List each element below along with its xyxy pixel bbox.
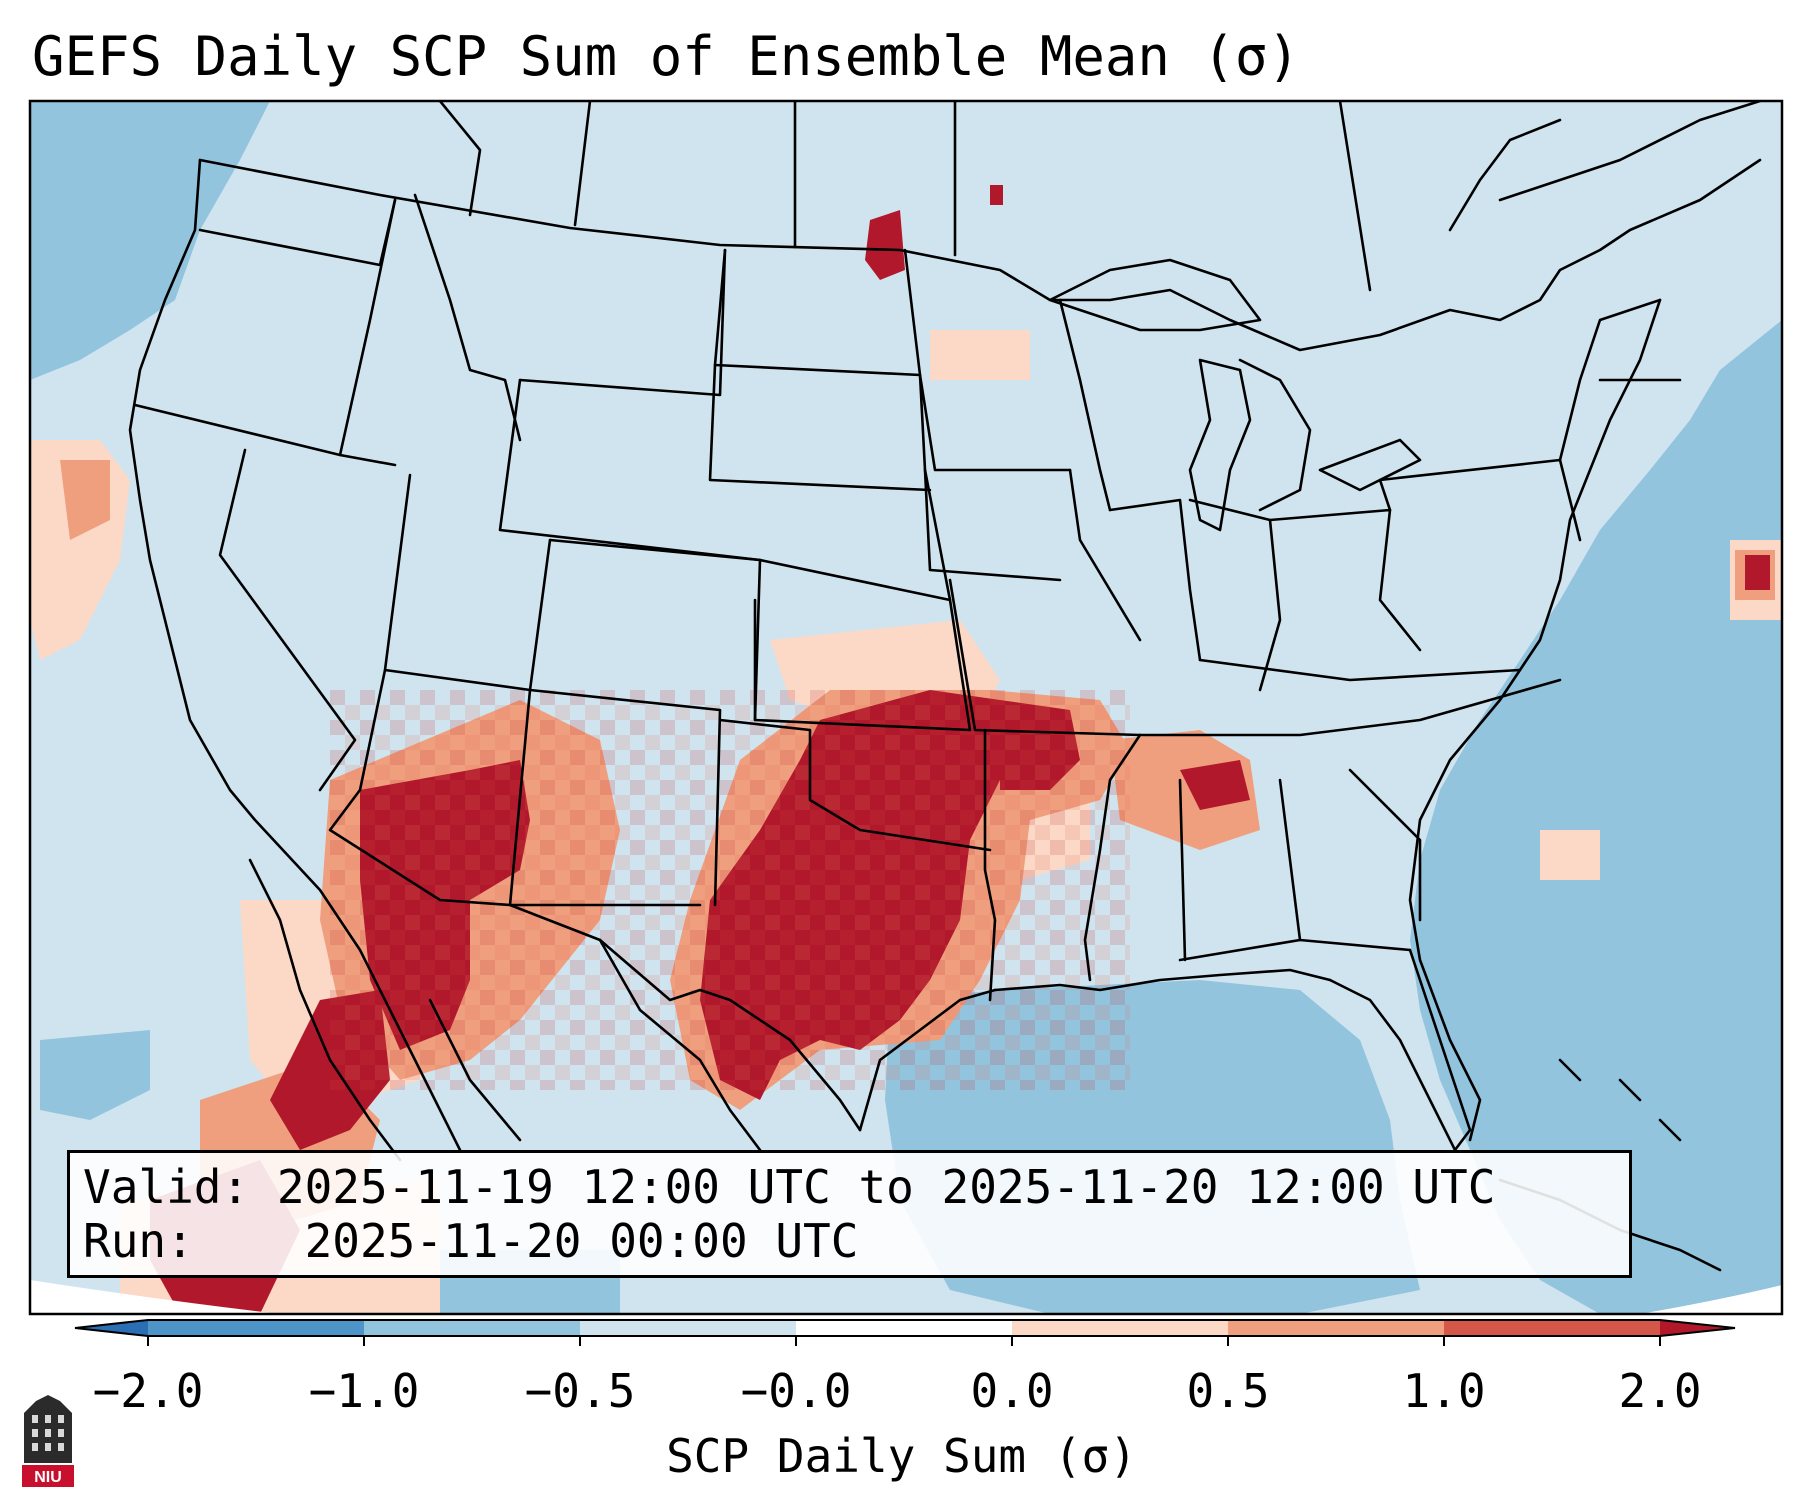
map-plot-area xyxy=(30,101,1782,1314)
pacific-nw-negative xyxy=(30,101,270,380)
colorbar-tick-label: −0.0 xyxy=(740,1364,852,1418)
texas-coast xyxy=(858,988,997,1132)
colorbar-tick-label: 0.5 xyxy=(1186,1364,1270,1418)
pacific-nw-coast-moderate xyxy=(60,460,110,540)
run-line: Run: 2025-11-20 00:00 UTC xyxy=(83,1215,858,1267)
plot-frame xyxy=(28,99,1784,1316)
valid-value: 2025-11-19 12:00 UTC to 2025-11-20 12:00… xyxy=(276,1160,1496,1214)
projection-corner-left xyxy=(30,1280,280,1314)
mid-south-moderate xyxy=(1110,730,1260,850)
atlantic-offshore-max xyxy=(1745,555,1770,590)
tennessee-max xyxy=(1180,760,1250,810)
colorbar-tick-label: 2.0 xyxy=(1618,1364,1702,1418)
colorbar-tick-marks xyxy=(147,1336,1661,1346)
colorbar-extend-high xyxy=(1660,1320,1735,1336)
run-value: 2025-11-20 00:00 UTC xyxy=(304,1214,859,1268)
svg-text:NIU: NIU xyxy=(34,1469,62,1486)
run-label: Run: xyxy=(83,1214,194,1268)
lower-michigan xyxy=(1238,358,1312,512)
colorbar-tick-label: 0.0 xyxy=(970,1364,1054,1418)
plot-title: GEFS Daily SCP Sum of Ensemble Mean (σ) xyxy=(32,25,1300,88)
lake-superior xyxy=(1048,258,1262,332)
colorbar-seg-6 xyxy=(1228,1320,1444,1336)
colorbar-tick-label: −2.0 xyxy=(92,1364,204,1418)
colorbar-label: SCP Daily Sum (σ) xyxy=(666,1429,1137,1483)
colorbar xyxy=(74,1319,1736,1346)
colorbar-tick-label: −1.0 xyxy=(308,1364,420,1418)
valid-label: Valid: xyxy=(83,1160,250,1214)
colorbar-seg-5 xyxy=(1012,1320,1228,1336)
colorbar-extend-low xyxy=(75,1320,148,1336)
projection-corner-right xyxy=(1640,1285,1782,1314)
niu-logo: NIU xyxy=(22,1395,74,1487)
pacific-sw-negative xyxy=(40,1030,150,1120)
colorbar-tick-label: −0.5 xyxy=(524,1364,636,1418)
dakotas-weak xyxy=(930,330,1030,380)
colorbar-seg-2 xyxy=(364,1320,580,1336)
colorbar-seg-7 xyxy=(1444,1320,1660,1336)
bahamas xyxy=(1558,1058,1682,1142)
colorbar-seg-3 xyxy=(580,1320,796,1336)
positive-speckle-overlay xyxy=(330,690,1130,1090)
rio-grande xyxy=(508,903,862,1132)
lake-michigan xyxy=(1188,358,1252,532)
colorbar-seg-1 xyxy=(148,1320,364,1336)
valid-line: Valid: 2025-11-19 12:00 UTC to 2025-11-2… xyxy=(83,1161,1495,1213)
baja-peninsula xyxy=(248,858,402,1162)
east-coast xyxy=(1408,298,1662,1142)
valid-time-box: Valid: 2025-11-19 12:00 UTC to 2025-11-2… xyxy=(67,1150,1632,1278)
boundary-lines xyxy=(128,101,1762,1272)
colorbar-seg-4 xyxy=(796,1320,1012,1336)
lake-erie xyxy=(1318,438,1422,492)
west-coast xyxy=(128,158,462,1152)
canada-spot xyxy=(990,185,1003,205)
colorbar-tick-label: 1.0 xyxy=(1402,1364,1486,1418)
us-canada-border xyxy=(198,158,1762,352)
north-dakota-max xyxy=(865,210,905,280)
gulf-coast xyxy=(993,968,1332,992)
atlantic-negative xyxy=(1410,320,1782,1314)
atlantic-weak xyxy=(1540,830,1600,880)
